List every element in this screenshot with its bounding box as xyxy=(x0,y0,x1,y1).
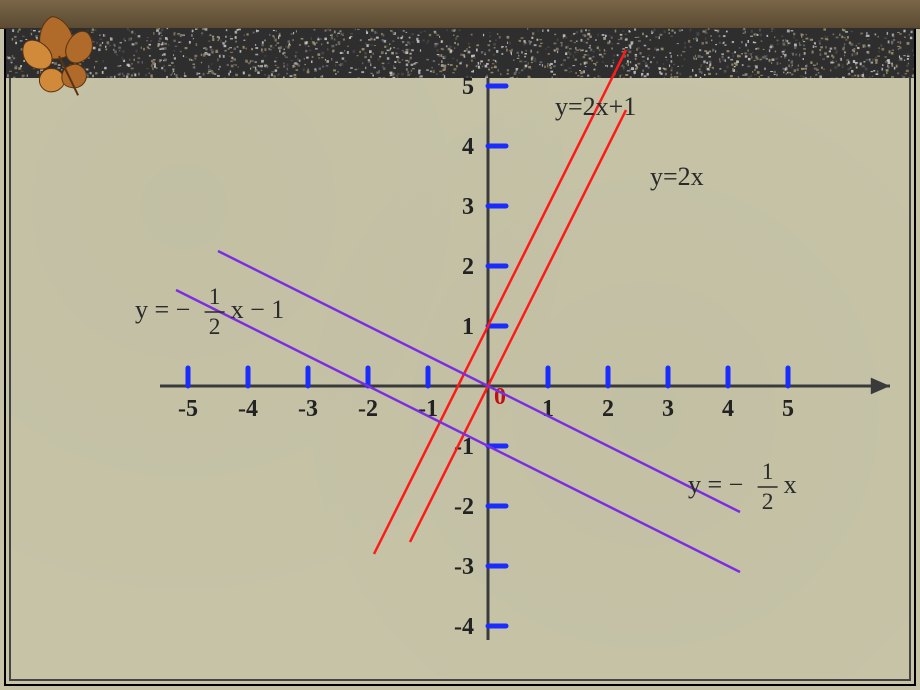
coordinate-plot: -5-4-3-2-11234554321-1-2-3-40y=2x+1y=2xy… xyxy=(0,0,920,690)
y-tick-label: 1 xyxy=(462,314,474,340)
svg-text:2: 2 xyxy=(209,314,221,340)
svg-text:y = −: y = − xyxy=(688,470,743,499)
y-tick-label: -2 xyxy=(454,494,474,520)
svg-text:1: 1 xyxy=(209,284,221,310)
plot-line xyxy=(176,290,740,572)
x-tick-label: 3 xyxy=(662,396,674,422)
slide-stage: -5-4-3-2-11234554321-1-2-3-40y=2x+1y=2xy… xyxy=(0,0,920,690)
svg-text:2: 2 xyxy=(762,489,774,515)
y-tick-label: 2 xyxy=(462,254,474,280)
x-tick-label: -3 xyxy=(298,396,318,422)
line-equation-label: y=2x xyxy=(650,162,704,191)
svg-text:x − 1: x − 1 xyxy=(231,295,285,324)
plot-line xyxy=(410,110,626,542)
y-tick-label: -4 xyxy=(454,614,474,640)
x-tick-label: 4 xyxy=(722,396,734,422)
x-tick-label: -2 xyxy=(358,396,378,422)
y-tick-label: 5 xyxy=(462,74,474,100)
x-tick-label: -4 xyxy=(238,396,258,422)
plot-line xyxy=(374,50,626,554)
x-tick-label: -1 xyxy=(418,396,438,422)
y-tick-label: 4 xyxy=(462,134,474,160)
x-tick-label: 5 xyxy=(782,396,794,422)
x-tick-label: 2 xyxy=(602,396,614,422)
line-equation-label: y = − 1 2x xyxy=(688,459,797,515)
y-tick-label: -3 xyxy=(454,554,474,580)
svg-text:x: x xyxy=(784,470,797,499)
plot-line xyxy=(218,251,740,512)
line-equation-label: y=2x+1 xyxy=(555,92,636,121)
svg-text:1: 1 xyxy=(762,459,774,485)
y-tick-label: 3 xyxy=(462,194,474,220)
origin-label: 0 xyxy=(494,384,506,410)
svg-text:y = −: y = − xyxy=(135,295,190,324)
x-tick-label: -5 xyxy=(178,396,198,422)
